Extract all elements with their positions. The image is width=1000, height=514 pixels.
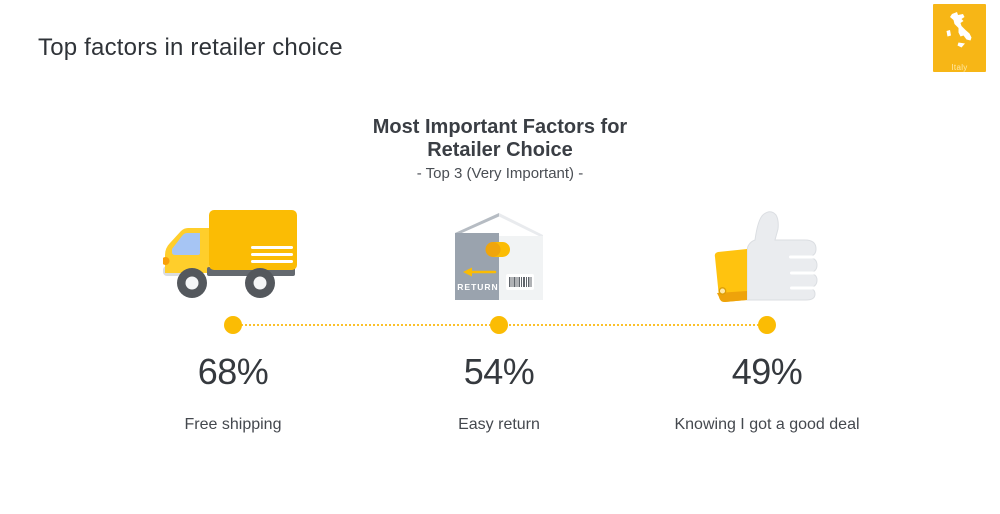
chart-title-line2: Retailer Choice [427,139,573,161]
page-title: Top factors in retailer choice [38,34,343,61]
country-badge: Italy [933,4,986,72]
timeline-dot [224,316,242,334]
delivery-truck-icon [83,199,383,303]
timeline-dot [758,316,776,334]
timeline-dot [490,316,508,334]
return-package-icon: RETURN [349,199,649,303]
country-badge-label: Italy [951,63,968,72]
factor-column-easy-return: RETURN 54% Easy return [349,199,649,434]
factor-label: Free shipping [184,416,282,433]
factor-value: 68% [197,351,269,392]
factor-column-good-deal: 49% Knowing I got a good deal [617,199,917,434]
chart-title-line1: Most Important Factors for [372,116,628,138]
factor-label: Knowing I got a good deal [674,416,860,433]
factor-value: 49% [731,351,803,392]
chart-subtitle: - Top 3 (Very Important) - [416,165,584,182]
thumbs-up-icon [617,199,917,303]
chart-heading: Most Important Factors for Retailer Choi… [0,116,1000,182]
factor-label: Easy return [458,416,540,433]
factor-column-free-shipping: 68% Free shipping [83,199,383,434]
italy-map-icon [942,4,978,60]
return-text: RETURN [457,282,498,292]
factor-value: 54% [463,351,535,392]
